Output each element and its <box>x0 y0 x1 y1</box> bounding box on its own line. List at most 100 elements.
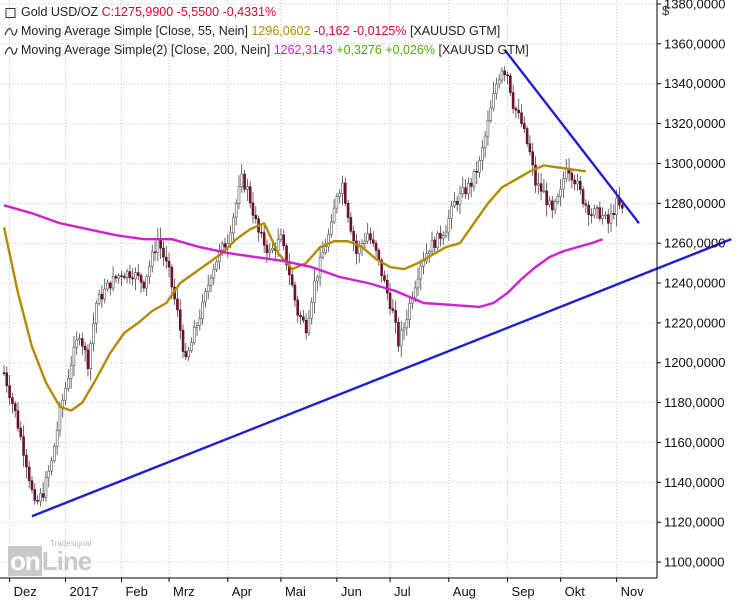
candle-down <box>570 172 574 181</box>
candle-up <box>103 288 107 300</box>
candle-down <box>464 187 467 195</box>
candle-down <box>162 247 165 258</box>
candle-down <box>539 183 543 192</box>
horizontal-gridlines <box>0 3 661 563</box>
candle-down <box>290 274 294 286</box>
candle-up <box>559 188 562 197</box>
candle-up <box>467 182 470 195</box>
candle-up <box>408 302 411 320</box>
candle-down <box>534 164 537 186</box>
candle-up <box>47 470 51 479</box>
candle-up <box>95 303 98 324</box>
legend-ma200-symbol: [XAUUSD GTM] <box>438 43 529 57</box>
candle-up <box>134 272 137 280</box>
candle-down <box>265 244 269 253</box>
candle-down <box>514 108 518 111</box>
candle-up <box>497 79 501 85</box>
y-tick-label: 1300,0000 <box>664 156 725 171</box>
candle-down <box>380 259 383 276</box>
candle-down <box>2 372 6 375</box>
candle-up <box>106 282 109 290</box>
candle-down <box>251 202 255 216</box>
candle-up <box>215 261 218 270</box>
candle-down <box>391 308 395 311</box>
candle-up <box>478 160 481 173</box>
candle-up <box>542 190 546 193</box>
y-tick-label: 1280,0000 <box>664 196 725 211</box>
x-tick-label: Sep <box>512 584 535 599</box>
candle-up <box>192 327 196 343</box>
candle-up <box>229 232 232 244</box>
candle-up <box>419 265 423 280</box>
candle-up <box>458 193 462 205</box>
candle-down <box>612 213 616 216</box>
moving-averages <box>2 164 604 412</box>
candle-down <box>100 293 104 300</box>
candle-up <box>187 350 190 358</box>
candle-down <box>254 215 258 220</box>
candle-down <box>374 242 378 251</box>
x-tick-label: Nov <box>621 584 645 599</box>
candle-down <box>581 189 585 205</box>
legend-ma200-name: Moving Average Simple(2) [Close, 200, Ne… <box>21 43 271 57</box>
candle-up <box>64 387 67 401</box>
candle-up <box>75 339 79 348</box>
y-tick-label: 1320,0000 <box>664 116 725 131</box>
candle-up <box>492 93 495 109</box>
candle-up <box>150 251 154 267</box>
candle-down <box>176 298 179 311</box>
y-tick-label: 1260,0000 <box>664 236 725 251</box>
candle-up <box>436 232 439 248</box>
candle-up <box>601 215 604 219</box>
candle-down <box>433 239 437 248</box>
x-tick-label: Aug <box>453 584 476 599</box>
candle-up <box>416 278 420 289</box>
candle-down <box>598 207 602 219</box>
candle-down <box>139 275 143 283</box>
x-tick-label: Mai <box>285 584 306 599</box>
candle-down <box>109 282 112 289</box>
watermark-logo-line: Line <box>41 546 92 576</box>
x-tick-label: Okt <box>565 584 586 599</box>
candle-down <box>262 232 266 246</box>
candle-down <box>520 112 523 124</box>
candle-down <box>167 260 171 268</box>
candle-up <box>332 207 336 223</box>
legend-ma200-row: Moving Average Simple(2) [Close, 200, Ne… <box>4 41 529 60</box>
candle-up <box>271 248 274 251</box>
candle-down <box>371 239 375 244</box>
candle-down <box>573 179 576 185</box>
candle-down <box>260 231 263 234</box>
candle-up <box>97 293 101 304</box>
candle-down <box>509 75 512 93</box>
candle-down <box>397 321 400 347</box>
candle-down <box>511 92 515 109</box>
y-tick-label: 1140,0000 <box>664 475 725 490</box>
candle-up <box>472 171 476 187</box>
candle-up <box>413 287 417 299</box>
candle-down <box>159 238 162 249</box>
candle-down <box>27 466 31 482</box>
candle-down <box>142 281 146 289</box>
y-tick-label: 1380,0000 <box>664 0 725 11</box>
candle-up <box>307 317 311 334</box>
candle-up <box>156 238 160 253</box>
tradesignal-online-watermark: Tradesignal onLine <box>8 539 108 576</box>
candle-down <box>302 316 305 321</box>
vertical-gridlines <box>9 0 618 582</box>
candle-up <box>195 325 199 328</box>
support-trendline <box>31 238 732 518</box>
candle-up <box>453 201 456 207</box>
candle-up <box>321 251 325 258</box>
legend-ma55-change: -0,162 <box>314 24 350 38</box>
box-icon <box>5 7 16 18</box>
candle-down <box>584 203 588 206</box>
candle-up <box>125 271 129 278</box>
candlesticks <box>2 66 624 507</box>
candle-down <box>33 489 37 501</box>
candle-up <box>441 235 445 239</box>
y-tick-label: 1200,0000 <box>664 355 725 370</box>
candle-up <box>609 213 613 224</box>
candle-up <box>483 135 487 149</box>
candle-down <box>455 201 459 205</box>
